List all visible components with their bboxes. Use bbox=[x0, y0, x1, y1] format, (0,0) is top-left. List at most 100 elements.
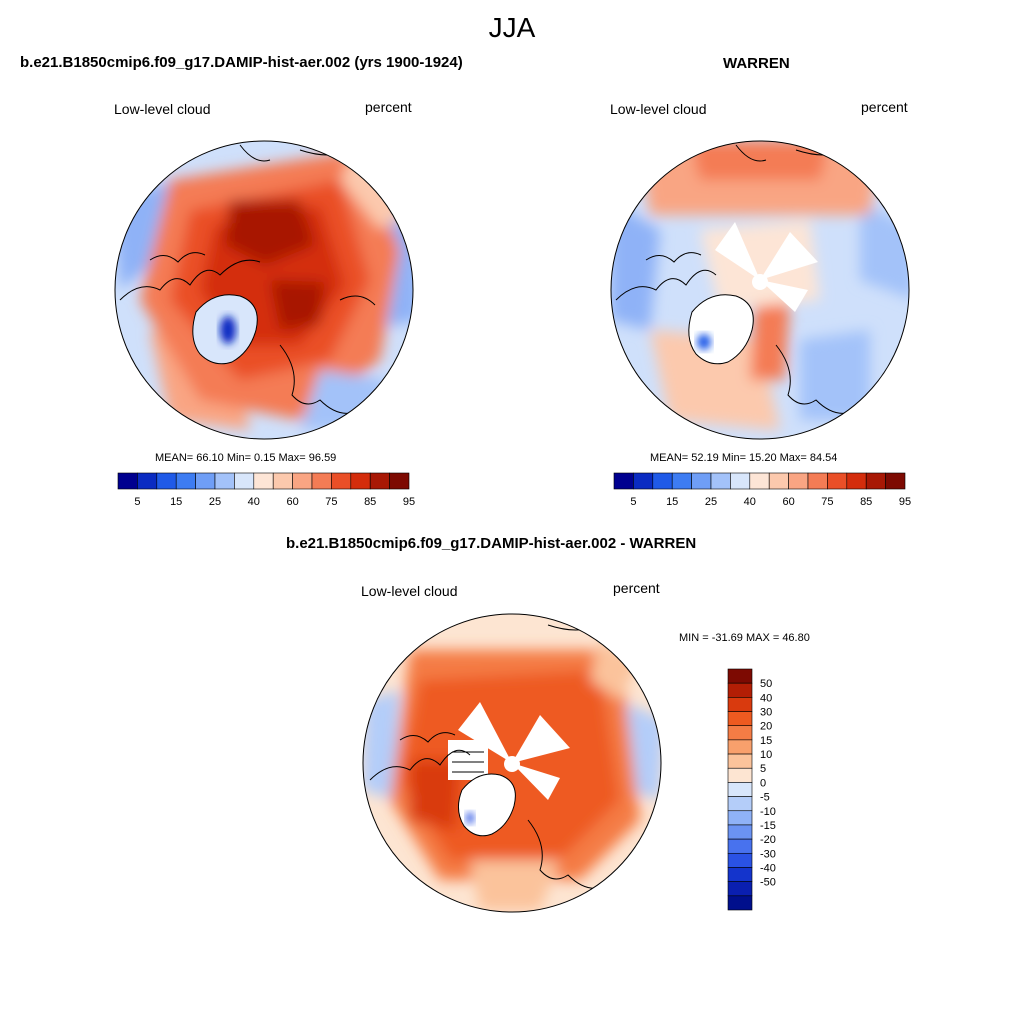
diff-colorbar-box bbox=[727, 782, 753, 797]
model-colorbar-tick-label: 75 bbox=[325, 496, 337, 508]
obs-colorbar-box bbox=[807, 472, 828, 490]
diff-colorbar-tick-label: -50 bbox=[760, 877, 776, 889]
diff-colorbar-box bbox=[727, 739, 753, 755]
diff-colorbar-tick-label: 40 bbox=[760, 692, 772, 704]
model-colorbar-box bbox=[156, 472, 177, 490]
diff-colorbar-tick-label: 30 bbox=[760, 707, 772, 719]
diff-variable-label: Low-level cloud bbox=[361, 583, 458, 599]
obs-colorbar-tick-label: 25 bbox=[705, 496, 717, 508]
model-colorbar-box bbox=[311, 472, 332, 490]
obs-colorbar-box bbox=[768, 472, 789, 490]
obs-panel-title: WARREN bbox=[723, 55, 790, 72]
model-colorbar-box bbox=[117, 472, 138, 490]
diff-colorbar-box bbox=[727, 668, 753, 684]
diff-colorbar-box bbox=[727, 753, 753, 769]
diff-colorbar-box bbox=[727, 682, 753, 698]
diff-colorbar-tick-label: -10 bbox=[760, 806, 776, 818]
obs-colorbar-tick-label: 40 bbox=[744, 496, 756, 508]
diff-polar-map bbox=[363, 614, 661, 912]
diff-colorbar-tick-label: -30 bbox=[760, 848, 776, 860]
model-colorbar-tick-label: 25 bbox=[209, 496, 221, 508]
model-colorbar-box bbox=[234, 472, 255, 490]
obs-colorbar-box bbox=[846, 472, 867, 490]
obs-colorbar-tick-label: 5 bbox=[630, 496, 636, 508]
obs-colorbar: 5 15 25 40 60 75 85 95 bbox=[613, 472, 911, 508]
model-colorbar-box bbox=[272, 472, 293, 490]
model-colorbar-tick-label: 40 bbox=[248, 496, 260, 508]
model-stats: MEAN= 66.10 Min= 0.15 Max= 96.59 bbox=[155, 452, 337, 464]
diff-colorbar-tick-label: 0 bbox=[760, 777, 766, 789]
obs-units-label: percent bbox=[861, 99, 908, 115]
model-colorbar-box bbox=[214, 472, 235, 490]
diff-colorbar-box bbox=[727, 767, 753, 783]
season-title: JJA bbox=[488, 12, 536, 43]
model-colorbar: 5 15 25 40 60 75 85 95 bbox=[117, 472, 415, 508]
model-colorbar-tick-label: 95 bbox=[403, 496, 415, 508]
model-colorbar-tick-label: 60 bbox=[286, 496, 298, 508]
obs-colorbar-box bbox=[613, 472, 634, 490]
diff-colorbar-box bbox=[727, 725, 753, 741]
obs-colorbar-box bbox=[788, 472, 809, 490]
obs-colorbar-tick-label: 75 bbox=[821, 496, 833, 508]
diff-colorbar-box bbox=[727, 824, 753, 840]
obs-colorbar-box bbox=[691, 472, 712, 490]
obs-colorbar-tick-label: 60 bbox=[782, 496, 794, 508]
model-colorbar-box bbox=[253, 472, 274, 490]
diff-colorbar-tick-label: 20 bbox=[760, 721, 772, 733]
model-colorbar-box bbox=[389, 472, 410, 490]
model-colorbar-tick-label: 85 bbox=[364, 496, 376, 508]
model-map-border bbox=[114, 140, 414, 440]
obs-colorbar-box bbox=[710, 472, 731, 490]
diff-colorbar-box bbox=[727, 796, 753, 812]
obs-colorbar-box bbox=[633, 472, 654, 490]
diff-colorbar-box bbox=[727, 895, 753, 911]
obs-colorbar-box bbox=[730, 472, 751, 490]
diff-min-max: MIN = -31.69 MAX = 46.80 bbox=[679, 632, 810, 644]
obs-colorbar-box bbox=[749, 472, 770, 490]
obs-polar-map bbox=[611, 141, 909, 439]
obs-map-border bbox=[610, 140, 910, 440]
diff-colorbar-tick-label: -20 bbox=[760, 834, 776, 846]
diff-units-label: percent bbox=[613, 580, 660, 596]
diff-colorbar-tick-label: 10 bbox=[760, 749, 772, 761]
model-variable-label: Low-level cloud bbox=[114, 101, 211, 117]
model-colorbar-box bbox=[175, 472, 196, 490]
diff-map-border bbox=[362, 613, 662, 913]
model-colorbar-tick-label: 15 bbox=[170, 496, 182, 508]
obs-colorbar-box bbox=[885, 472, 906, 490]
model-colorbar-tick-label: 5 bbox=[134, 496, 140, 508]
diff-colorbar-tick-label: 50 bbox=[760, 678, 772, 690]
diff-colorbar-box bbox=[727, 838, 753, 854]
model-panel-title: b.e21.B1850cmip6.f09_g17.DAMIP-hist-aer.… bbox=[20, 54, 463, 71]
model-polar-map bbox=[115, 141, 413, 439]
model-colorbar-box bbox=[369, 472, 390, 490]
obs-variable-label: Low-level cloud bbox=[610, 101, 707, 117]
model-colorbar-box bbox=[350, 472, 371, 490]
diff-colorbar-tick-label: -15 bbox=[760, 820, 776, 832]
diff-colorbar-box bbox=[727, 697, 753, 712]
model-units-label: percent bbox=[365, 99, 412, 115]
diff-colorbar-box bbox=[727, 810, 753, 826]
model-colorbar-box bbox=[292, 472, 313, 490]
obs-colorbar-box bbox=[652, 472, 673, 490]
obs-colorbar-tick-label: 85 bbox=[860, 496, 872, 508]
diff-panel-title: b.e21.B1850cmip6.f09_g17.DAMIP-hist-aer.… bbox=[286, 535, 697, 552]
obs-colorbar-box bbox=[865, 472, 886, 490]
diff-colorbar-tick-label: -5 bbox=[760, 792, 770, 804]
obs-stats: MEAN= 52.19 Min= 15.20 Max= 84.54 bbox=[650, 452, 838, 464]
diff-colorbar-tick-label: 5 bbox=[760, 763, 766, 775]
model-colorbar-box bbox=[137, 472, 158, 490]
obs-colorbar-tick-label: 15 bbox=[666, 496, 678, 508]
model-colorbar-box bbox=[195, 472, 216, 490]
diff-colorbar-box bbox=[727, 711, 753, 727]
diff-colorbar-box bbox=[727, 881, 753, 897]
diff-colorbar-tick-label: 15 bbox=[760, 735, 772, 747]
diff-colorbar-box bbox=[727, 852, 753, 868]
obs-colorbar-tick-label: 95 bbox=[899, 496, 911, 508]
diff-colorbar-box bbox=[727, 867, 753, 882]
obs-colorbar-box bbox=[671, 472, 692, 490]
model-colorbar-box bbox=[331, 472, 352, 490]
diff-colorbar-tick-label: -40 bbox=[760, 862, 776, 874]
